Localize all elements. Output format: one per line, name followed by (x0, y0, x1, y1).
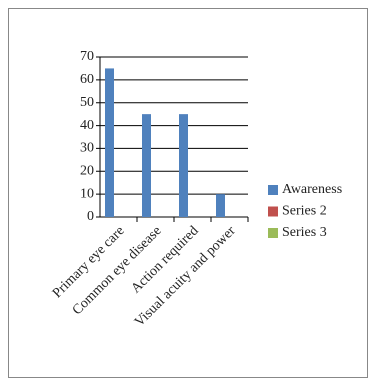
bar (142, 114, 151, 217)
y-tick-label: 40 (80, 118, 94, 133)
y-tick-label: 0 (87, 209, 94, 224)
bar (179, 114, 188, 217)
y-tick-label: 50 (80, 95, 94, 110)
legend-label: Series 3 (282, 225, 327, 240)
legend-label: Series 2 (282, 204, 327, 219)
y-tick-label: 20 (80, 164, 94, 179)
bar (216, 194, 225, 217)
bar (105, 68, 114, 217)
y-tick-label: 70 (80, 49, 94, 64)
legend-swatch (268, 228, 278, 238)
legend-label: Awareness (282, 182, 342, 197)
y-tick-label: 10 (80, 186, 94, 201)
legend-swatch (268, 206, 278, 217)
y-tick-label: 30 (80, 141, 94, 156)
legend-swatch (268, 185, 278, 195)
y-tick-label: 60 (80, 72, 94, 87)
